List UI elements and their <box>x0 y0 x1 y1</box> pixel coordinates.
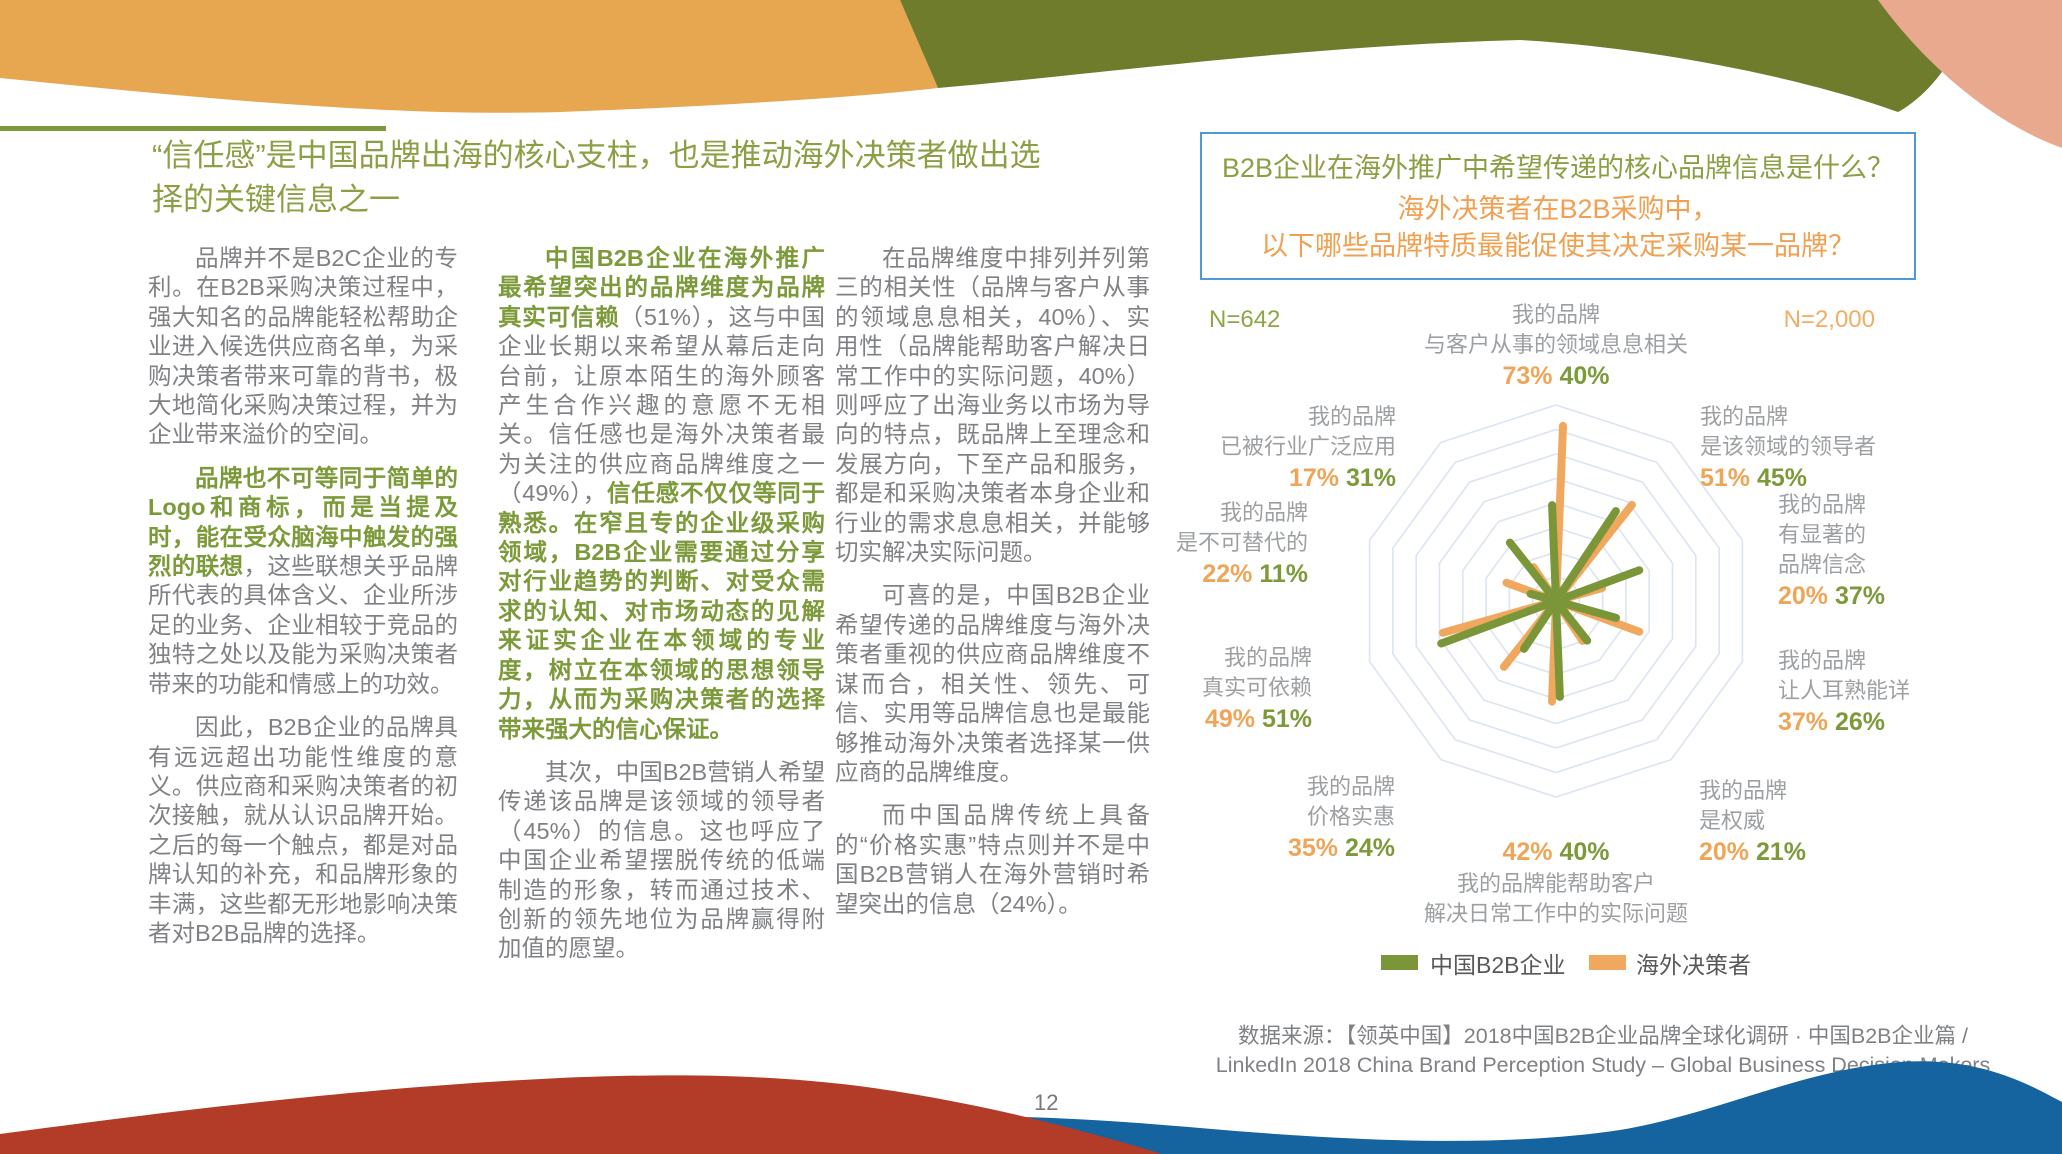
axis-label-line: 我的品牌 <box>1511 302 1601 327</box>
sample-size-china: N=642 <box>1209 306 1281 333</box>
axis-label-line: 解决日常工作中的实际问题 <box>1423 901 1689 926</box>
legend-swatch-china <box>1381 955 1418 970</box>
emphasis-text-run: 信任感不仅仅等同于熟悉。在窄且专的企业级采购领域，B2B企业需要通过分享对行业趋… <box>498 480 825 742</box>
legend-swatch-overseas <box>1589 955 1626 970</box>
body-text-run: 在品牌维度中排列并列第三的相关性（品牌与客户从事的领域息息相关，40%）、实用性… <box>835 245 1150 566</box>
spoke-china-1 <box>1552 507 1620 605</box>
top-decoration <box>0 0 2062 148</box>
emphasis-text-run: 品牌也不可等同于简单的Logo和商标，而是当提及时，能在受众脑海中触发的强烈的联… <box>148 464 458 580</box>
data-source-line1: 数据来源：【领英中国】2018中国B2B企业品牌全球化调研 · 中国B2B企业篇… <box>1238 1024 1968 1048</box>
legend-label-china: 中国B2B企业 <box>1430 952 1566 978</box>
spoke-china-0 <box>1548 501 1560 605</box>
body-text-run: 可喜的是，中国B2B企业希望传递的品牌维度与海外决策者重视的供应商品牌维度不谋而… <box>835 582 1150 785</box>
data-source: 数据来源：【领英中国】2018中国B2B企业品牌全球化调研 · 中国B2B企业篇… <box>1153 1022 2053 1080</box>
question-line-3: 以下哪些品牌特质最能促使其决定采购某一品牌？ <box>1261 231 1855 261</box>
body-text-run: 其次，中国B2B营销人希望传递该品牌是该领域的领导者（45%）的信息。这也呼应了… <box>498 758 825 962</box>
spoke-china-5 <box>1552 597 1564 701</box>
radar-grid-ring <box>1438 477 1674 725</box>
text-column-2: 中国B2B企业在海外推广最希望突出的品牌维度为品牌真实可信赖（51%），这与中国… <box>498 244 825 978</box>
spoke-china-3 <box>1552 597 1621 622</box>
bottom-decoration <box>0 1061 2062 1154</box>
text-column-3: 在品牌维度中排列并列第三的相关性（品牌与客户从事的领域息息相关，40%）、实用性… <box>835 244 1150 933</box>
body-text-run: 而中国品牌传统上具备的“价格实惠”特点则并不是中国B2B营销人在海外营销时希望突… <box>835 802 1150 917</box>
question-box: B2B企业在海外推广中希望传递的核心品牌信息是什么？ 海外决策者在B2B采购中，… <box>1200 132 1916 280</box>
text-column-1: 品牌并不是B2C企业的专利。在B2B采购决策过程中，强大知名的品牌能轻松帮助企业… <box>148 244 458 962</box>
page-title-line2: 择的关键信息之一 <box>152 182 400 217</box>
paragraph: 而中国品牌传统上具备的“价格实惠”特点则并不是中国B2B营销人在海外营销时希望突… <box>835 801 1150 919</box>
emphasis-text-run: 中国B2B企业在海外推广最希望突出的品牌维度为品牌真实可信赖 <box>498 245 825 330</box>
radar-grid-ring <box>1415 453 1697 749</box>
top-salmon-wedge-shape <box>1878 0 2062 148</box>
paragraph: 因此，B2B企业的品牌具有远远超出功能性维度的意义。供应商和采购决策者的初次接触… <box>148 713 458 948</box>
question-line-1: B2B企业在海外推广中希望传递的核心品牌信息是什么？ <box>1221 153 1895 183</box>
body-text-run: （51%），这与中国企业长期以来希望从幕后走向台前，让原本陌生的海外顾客产生合作… <box>498 303 825 507</box>
top-green-wave-shape <box>900 0 1975 112</box>
page-title-line1: “信任感”是中国品牌出海的核心支柱，也是推动海外决策者做出选 <box>152 138 1041 173</box>
paragraph: 品牌也不可等同于简单的Logo和商标，而是当提及时，能在受众脑海中触发的强烈的联… <box>148 464 458 699</box>
sample-size-overseas: N=2,000 <box>1783 306 1875 333</box>
paragraph: 可喜的是，中国B2B企业希望传递的品牌维度与海外决策者重视的供应商品牌维度不谋而… <box>835 581 1150 787</box>
bottom-red-wave-shape <box>0 1075 1162 1154</box>
spoke-china-4 <box>1552 597 1592 645</box>
legend-label-overseas: 海外决策者 <box>1636 952 1751 978</box>
radar-grid-ring <box>1392 428 1720 774</box>
spoke-china-6 <box>1520 597 1560 653</box>
title-rule <box>0 126 386 131</box>
page-title: “信任感”是中国品牌出海的核心支柱，也是推动海外决策者做出选 择的关键信息之一 <box>152 134 1182 222</box>
question-line-2: 海外决策者在B2B采购中， <box>1397 194 1719 224</box>
spoke-china-7 <box>1437 597 1560 648</box>
spoke-china-9 <box>1505 538 1560 605</box>
page-number: 12 <box>1034 1090 1059 1115</box>
spoke-china-2 <box>1552 566 1644 605</box>
paragraph: 中国B2B企业在海外推广最希望突出的品牌维度为品牌真实可信赖（51%），这与中国… <box>498 244 825 744</box>
top-orange-wave-shape <box>0 0 938 113</box>
body-text-run: ，这些联想关乎品牌所代表的具体含义、企业所涉足的业务、企业相较于竞品的独特之处以… <box>148 553 458 697</box>
paragraph: 在品牌维度中排列并列第三的相关性（品牌与客户从事的领域息息相关，40%）、实用性… <box>835 244 1150 567</box>
paragraph: 品牌并不是B2C企业的专利。在B2B采购决策过程中，强大知名的品牌能轻松帮助企业… <box>148 244 458 450</box>
body-text-run: 品牌并不是B2C企业的专利。在B2B采购决策过程中，强大知名的品牌能轻松帮助企业… <box>148 245 458 448</box>
body-text-run: 因此，B2B企业的品牌具有远远超出功能性维度的意义。供应商和采购决策者的初次接触… <box>148 714 458 946</box>
radar-grid-ring <box>1368 404 1744 798</box>
paragraph: 其次，中国B2B营销人希望传递该品牌是该领域的领导者（45%）的信息。这也呼应了… <box>498 758 825 964</box>
radar-chart <box>1368 404 1744 798</box>
